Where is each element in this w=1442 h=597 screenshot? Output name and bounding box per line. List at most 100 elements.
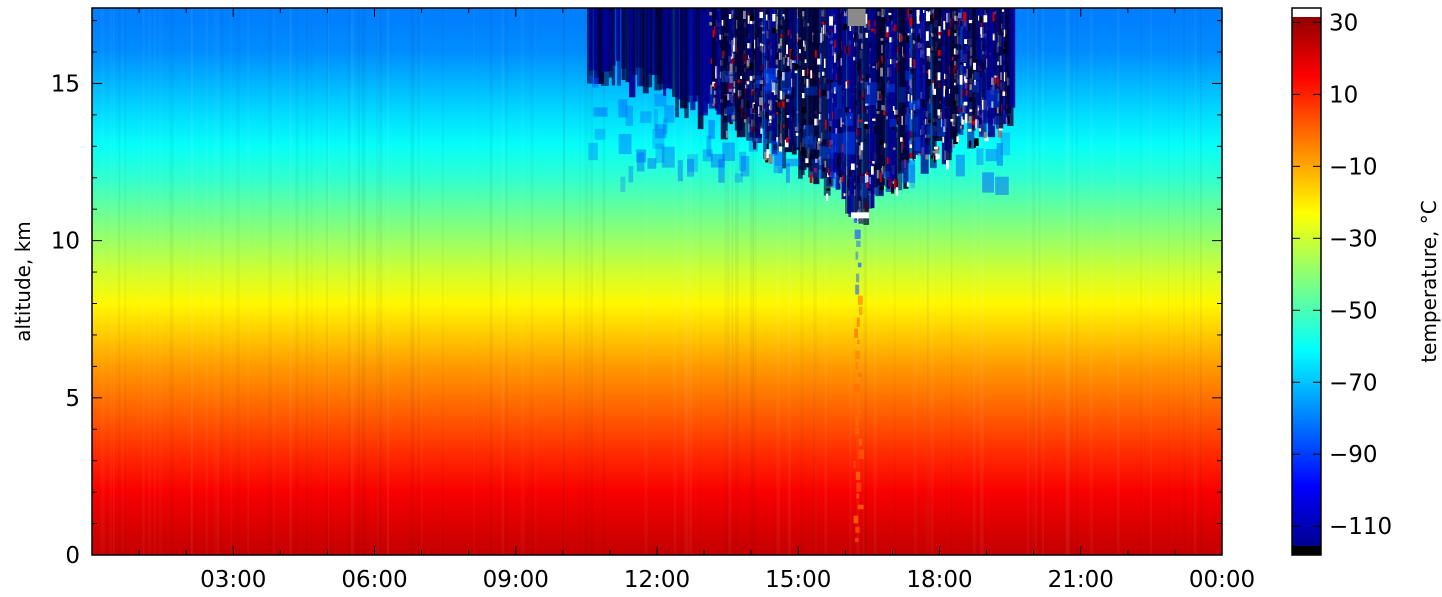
colorbar-tick-label: 30 (1329, 10, 1358, 36)
event-speckle (864, 173, 869, 183)
event-speckle (925, 12, 931, 22)
event-speckle (881, 55, 883, 64)
event-speckle (953, 82, 957, 86)
event-halo (653, 108, 658, 131)
event-speckle (841, 175, 844, 183)
storm-column (858, 405, 861, 415)
event-speckle (724, 95, 729, 100)
event-speckle (911, 95, 913, 104)
event-halo (971, 81, 980, 93)
field-texture (112, 8, 115, 555)
event-speckle (937, 50, 942, 56)
event-speckle (879, 60, 882, 67)
field-texture (387, 8, 390, 555)
event-halo (1000, 132, 1011, 156)
event-speckle (849, 169, 851, 178)
event-speckle (950, 118, 955, 122)
event-speckle (820, 33, 823, 43)
event-cell (816, 8, 822, 170)
event-halo (931, 162, 937, 169)
event-cell (650, 8, 654, 76)
event-cell (782, 8, 787, 169)
event-speckle (819, 89, 822, 97)
event-halo (886, 83, 895, 93)
event-speckle (768, 154, 773, 165)
event-speckle (768, 115, 774, 120)
event-speckle (885, 28, 890, 38)
event-halo (782, 87, 792, 95)
field-texture (753, 8, 755, 555)
event-speckle (948, 99, 952, 107)
event-speckle (829, 140, 831, 149)
event-speckle (759, 11, 764, 19)
event-halo (618, 99, 628, 118)
event-speckle (807, 159, 809, 168)
storm-column (858, 438, 863, 446)
storm-column (856, 482, 862, 492)
event-halo (771, 140, 779, 156)
event-speckle (817, 58, 822, 65)
event-halo (662, 118, 668, 134)
event-halo (655, 143, 665, 163)
event-cell (695, 8, 700, 96)
event-speckle (910, 69, 915, 75)
event-halo (686, 159, 695, 177)
y-tick-label: 10 (51, 229, 80, 255)
field-texture (727, 8, 732, 555)
event-speckle (771, 27, 776, 34)
event-speckle (759, 43, 762, 46)
event-halo (765, 78, 772, 94)
field-texture (289, 8, 291, 555)
event-speckle (855, 100, 858, 106)
event-speckle (968, 116, 972, 124)
event-cell (632, 8, 638, 76)
field-texture (688, 8, 693, 555)
event-speckle (1005, 34, 1009, 41)
field-texture (776, 8, 781, 555)
event-speckle (969, 109, 974, 112)
event-speckle (968, 140, 972, 148)
event-speckle (746, 81, 750, 85)
field-texture (236, 8, 240, 555)
field-texture (101, 8, 105, 555)
event-cell (659, 8, 667, 90)
event-halo (764, 73, 777, 91)
missing-data-block (847, 8, 866, 26)
event-speckle (710, 58, 713, 64)
event-speckle (814, 50, 818, 58)
field-texture (154, 8, 156, 555)
event-speckle (828, 126, 832, 132)
event-halo (687, 154, 699, 172)
colorbar-tick-label: −90 (1329, 442, 1378, 468)
field-texture (602, 8, 606, 555)
event-speckle (916, 9, 920, 17)
event-halo (973, 72, 980, 80)
field-texture (350, 8, 354, 555)
field-texture (1193, 8, 1197, 555)
field-texture (535, 8, 537, 555)
event-speckle (932, 83, 935, 90)
event-cell (629, 8, 636, 98)
event-speckle (925, 154, 929, 160)
field-texture (357, 8, 360, 555)
field-texture (1041, 8, 1045, 555)
event-speckle (771, 82, 776, 93)
event-speckle (904, 159, 907, 169)
event-halo (955, 154, 965, 177)
event-speckle (769, 100, 773, 111)
storm-column (855, 273, 860, 283)
event-speckle (974, 141, 976, 149)
event-speckle (880, 38, 885, 41)
field-texture (118, 8, 120, 555)
event-cell (915, 8, 922, 156)
event-speckle (775, 101, 778, 108)
colorbar-under-swatch (1292, 546, 1321, 555)
event-speckle (926, 47, 931, 56)
field-texture (1076, 8, 1078, 555)
event-cell (692, 8, 698, 102)
event-halo (721, 70, 729, 83)
event-halo (706, 135, 712, 157)
event-speckle (997, 93, 1000, 102)
event-speckle (879, 172, 882, 183)
event-speckle (841, 122, 844, 125)
